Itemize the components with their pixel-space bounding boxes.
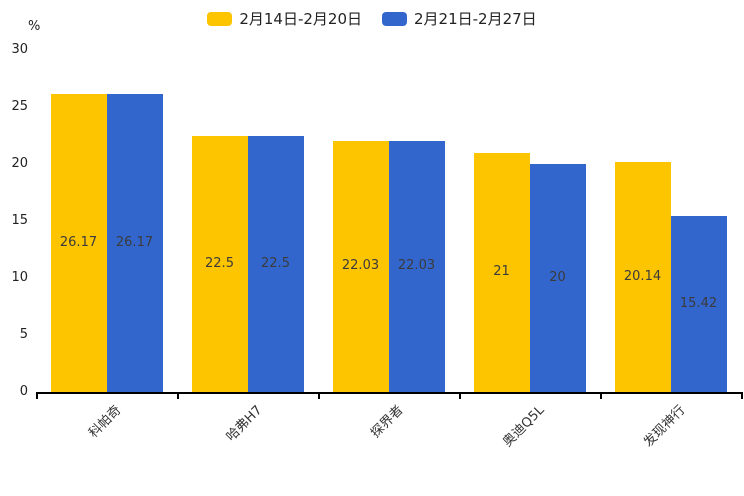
- x-axis-tick: [177, 394, 179, 399]
- legend-label: 2月21日-2月27日: [414, 10, 537, 28]
- bar-s0-奥迪Q5L[interactable]: [473, 152, 530, 392]
- x-axis-tick: [318, 394, 320, 399]
- bar-s0-哈弗H7[interactable]: [191, 135, 248, 392]
- chart-legend: 2月14日-2月20日 2月21日-2月27日: [0, 8, 744, 29]
- x-axis-label-0: 科帕奇: [85, 402, 124, 442]
- y-axis-unit-label: %: [28, 19, 41, 34]
- x-axis-tick: [600, 394, 602, 399]
- bar-s1-哈弗H7[interactable]: [247, 135, 304, 392]
- legend-item-0[interactable]: 2月14日-2月20日: [207, 8, 362, 29]
- x-axis-label-4: 发现神行: [640, 402, 688, 451]
- x-axis-label-1: 哈弗H7: [223, 402, 265, 445]
- y-axis-tick-label: 30: [11, 42, 28, 57]
- x-axis-label-2: 探界者: [367, 402, 406, 442]
- bar-s0-科帕奇[interactable]: [50, 93, 107, 392]
- x-axis-tick: [36, 394, 38, 399]
- legend-item-1[interactable]: 2月21日-2月27日: [382, 8, 537, 29]
- x-axis-tick: [741, 394, 743, 399]
- x-axis-label-3: 奥迪Q5L: [499, 402, 547, 451]
- legend-swatch-icon: [382, 11, 407, 26]
- bar-s1-科帕奇[interactable]: [106, 93, 163, 392]
- y-axis-tick-label: 0: [19, 384, 28, 399]
- bar-s1-探界者[interactable]: [388, 140, 445, 392]
- bar-s1-奥迪Q5L[interactable]: [529, 164, 586, 392]
- y-axis-tick-label: 15: [11, 213, 28, 228]
- y-axis-tick-label: 20: [11, 156, 28, 171]
- legend-swatch-icon: [207, 11, 233, 26]
- y-axis-tick-label: 25: [11, 99, 28, 114]
- bar-s0-发现神行[interactable]: [614, 162, 671, 392]
- y-axis-tick-label: 5: [19, 327, 28, 342]
- y-axis-tick-label: 10: [11, 270, 28, 285]
- x-axis-line: [36, 392, 743, 394]
- legend-label: 2月14日-2月20日: [239, 10, 362, 28]
- bar-s1-发现神行[interactable]: [670, 216, 727, 392]
- bar-s0-探界者[interactable]: [332, 140, 389, 392]
- x-axis-tick: [459, 394, 461, 399]
